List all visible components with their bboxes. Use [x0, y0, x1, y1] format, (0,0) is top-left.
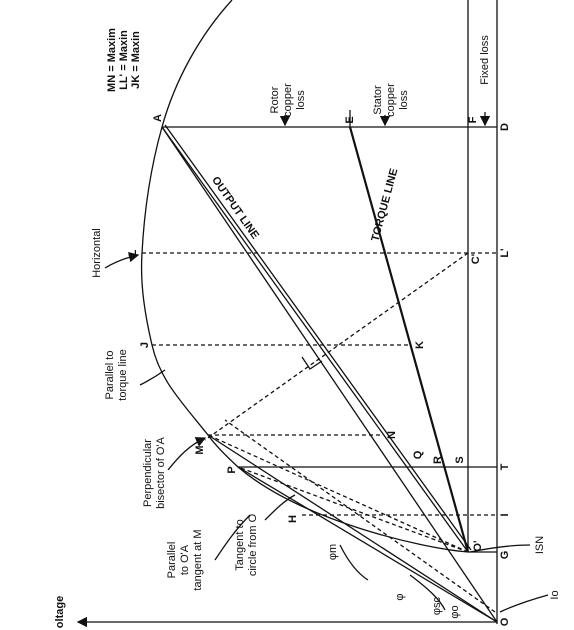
point-label: Q [412, 450, 424, 459]
point-label: C' [470, 253, 482, 264]
point-label: O [499, 617, 511, 626]
symbol: φ [394, 593, 406, 600]
point-label: R [432, 456, 444, 464]
perpendicular-bisector [204, 252, 469, 441]
legend-text: LL' = Maxin [118, 30, 130, 90]
annotation: copper [385, 83, 397, 117]
legend-text: MN = Maxim [106, 28, 118, 92]
tangent-m-pointer [214, 514, 251, 561]
phi-arc [409, 574, 446, 611]
annotation: Perpendicular [142, 439, 154, 507]
point-label: D [499, 123, 511, 131]
point-label: L' [499, 248, 511, 258]
line-op [237, 466, 498, 623]
point-label: H [287, 515, 299, 523]
isn-pointer [469, 544, 531, 553]
circle-arc [140, 0, 469, 553]
annotation: Parallel to [104, 351, 116, 400]
right-angle [301, 356, 323, 370]
axis-label: oltage [54, 596, 66, 628]
annotation: to O'A [179, 544, 191, 575]
point-label: M [194, 445, 206, 454]
tangent-o-pointer [264, 494, 296, 521]
point-label: S [454, 456, 466, 463]
annotation: Tangent to [234, 519, 246, 570]
annotation: Fixed loss [479, 35, 491, 85]
annotation: bisector of O'A [155, 436, 167, 508]
line-om [207, 434, 498, 623]
point-label: L [127, 249, 139, 256]
point-label: I [499, 513, 511, 516]
torque-line [348, 126, 470, 553]
annotation: circle from O [247, 513, 259, 576]
annotation: Stator [372, 85, 384, 115]
point-label: J [139, 342, 151, 348]
phim-arc [339, 544, 369, 581]
point-label: G [499, 551, 511, 560]
annotation: loss [398, 90, 410, 110]
symbol: Io [549, 590, 561, 599]
annotation: tangent at M [192, 529, 204, 590]
diagram-lines [76, 0, 549, 628]
point-label: E [344, 116, 356, 123]
bisector-pointer [167, 437, 207, 471]
point-label: P [226, 466, 238, 473]
annotation: copper [282, 83, 294, 117]
point-label: A [152, 114, 164, 122]
line-label: TORQUE LINE [369, 167, 400, 243]
output-line-2 [164, 124, 472, 551]
annotation: Rotor [269, 86, 281, 113]
point-label: F [467, 116, 479, 123]
annotation: loss [295, 90, 307, 110]
symbol: φsc [431, 596, 443, 615]
line-o-prime-p [237, 466, 469, 553]
line-o-prime-m [207, 434, 469, 553]
horizontal-pointer [104, 251, 140, 269]
point-label: K [414, 341, 426, 349]
annotation: Parallel [166, 542, 178, 579]
point-label: N [386, 431, 398, 439]
symbol: ISN [534, 536, 546, 554]
symbol: φm [327, 544, 339, 560]
annotation: torque line [117, 349, 129, 400]
output-line [161, 126, 469, 553]
symbol: φo [449, 605, 461, 618]
annotation: Horizontal [91, 228, 103, 278]
point-label: T [499, 463, 511, 470]
io-pointer [499, 594, 549, 613]
point-label: O' [472, 540, 484, 552]
legend-text: JK = Maxin [130, 31, 142, 89]
parallel-pointer [139, 369, 166, 386]
tangent-at-m [224, 419, 496, 613]
